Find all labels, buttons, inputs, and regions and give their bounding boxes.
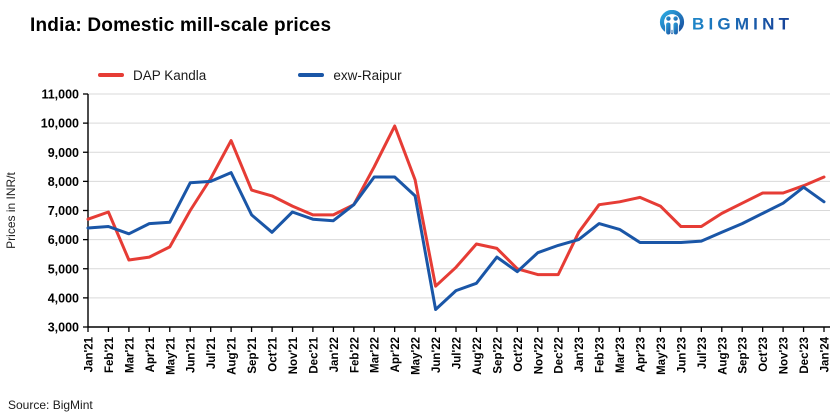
legend-item-exw-raipur: exw-Raipur	[298, 67, 402, 83]
people-circle-icon	[659, 9, 685, 36]
y-tick-label: 7,000	[48, 204, 79, 218]
logo-text: BIGMINT	[692, 15, 793, 34]
series-line-exw-raipur	[86, 171, 826, 311]
header: India: Domestic mill-scale prices BIGMIN…	[0, 0, 838, 45]
source-note: Source: BigMint	[8, 398, 93, 412]
x-tick-label: Jan'22	[329, 337, 341, 372]
x-tick-label: May'23	[656, 337, 668, 375]
x-tick-label: Feb'23	[595, 337, 607, 373]
y-tick-label: 11,000	[41, 88, 79, 102]
series-line-dap-kandla	[86, 124, 826, 288]
x-tick-label: Nov'23	[779, 337, 791, 374]
x-tick-label: Feb'22	[349, 337, 361, 373]
x-tick-label: Mar'23	[615, 337, 627, 373]
x-tick-label: Feb'21	[104, 336, 116, 373]
legend-item-dap-kandla: DAP Kandla	[98, 68, 206, 83]
x-tick-label: Mar'21	[124, 336, 136, 373]
chart-svg: 3,000 4,000 5,000 6,000 7,000 8,000 9,000 10,00…	[4, 88, 832, 375]
page-title: India: Domestic mill-scale prices	[30, 15, 332, 36]
legend-swatch-blue-line	[298, 73, 325, 77]
x-tick-label: Jun'21	[186, 336, 198, 373]
x-tick-label: Jan'23	[574, 337, 586, 372]
y-tick-label: 9,000	[48, 146, 79, 160]
y-axis-title: Prices in INR/t	[4, 171, 18, 248]
x-tick-label: Jun'23	[676, 337, 688, 373]
x-tick-label: Jan'21	[84, 336, 96, 372]
x-tick-label: Dec'23	[799, 337, 811, 374]
y-tick-label: 4,000	[48, 291, 79, 305]
x-tick-label: Jun'22	[431, 337, 443, 373]
x-tick-label: May'21	[165, 336, 177, 375]
bigmint-logo-icon: BIGMINT	[659, 9, 793, 36]
x-tick-label: Sep'22	[492, 337, 504, 374]
chart-area: 3,000 4,000 5,000 6,000 7,000 8,000 9,000 10,00…	[0, 88, 838, 389]
chart-legend: DAP Kandla exw-Raipur	[98, 67, 838, 83]
x-tick-label: Oct'21	[268, 336, 280, 371]
x-tick-label: Sep'21	[247, 336, 259, 373]
y-tick-label: 3,000	[48, 321, 79, 335]
x-tick-label: Oct'23	[758, 337, 770, 372]
x-tick-label: Nov'21	[288, 336, 300, 374]
y-tick-label: 6,000	[48, 233, 79, 247]
x-tick-label: Oct'22	[513, 337, 525, 372]
legend-label: DAP Kandla	[133, 67, 207, 83]
x-tick-label: Dec'21	[308, 336, 320, 373]
legend-label: exw-Raipur	[333, 67, 402, 83]
y-tick-label: 10,000	[41, 117, 79, 131]
x-tick-label: May'22	[411, 337, 423, 375]
x-tick-label: Jan'24	[820, 336, 832, 372]
x-tick-label: Jul'23	[697, 337, 709, 369]
x-tick-label: Apr'22	[390, 337, 402, 372]
x-tick-label: Jul'22	[452, 337, 464, 369]
x-tick-label: Sep'23	[738, 337, 750, 374]
x-tick-label: Aug'23	[717, 337, 729, 375]
legend-swatch-red-line	[98, 73, 124, 77]
x-tick-label: Nov'22	[533, 337, 545, 374]
y-tick-label: 8,000	[48, 175, 79, 189]
x-tick-label: Apr'23	[636, 337, 648, 372]
x-tick-label: Jul'21	[206, 336, 218, 369]
x-tick-label: Mar'22	[370, 337, 382, 373]
x-tick-label: Dec'22	[554, 337, 566, 374]
x-tick-label: Aug'21	[227, 336, 239, 374]
bigmint-logo: BIGMINT	[658, 9, 810, 45]
y-tick-label: 5,000	[48, 262, 79, 276]
x-tick-label: Aug'22	[472, 337, 484, 375]
x-tick-label: Apr'21	[145, 336, 157, 372]
